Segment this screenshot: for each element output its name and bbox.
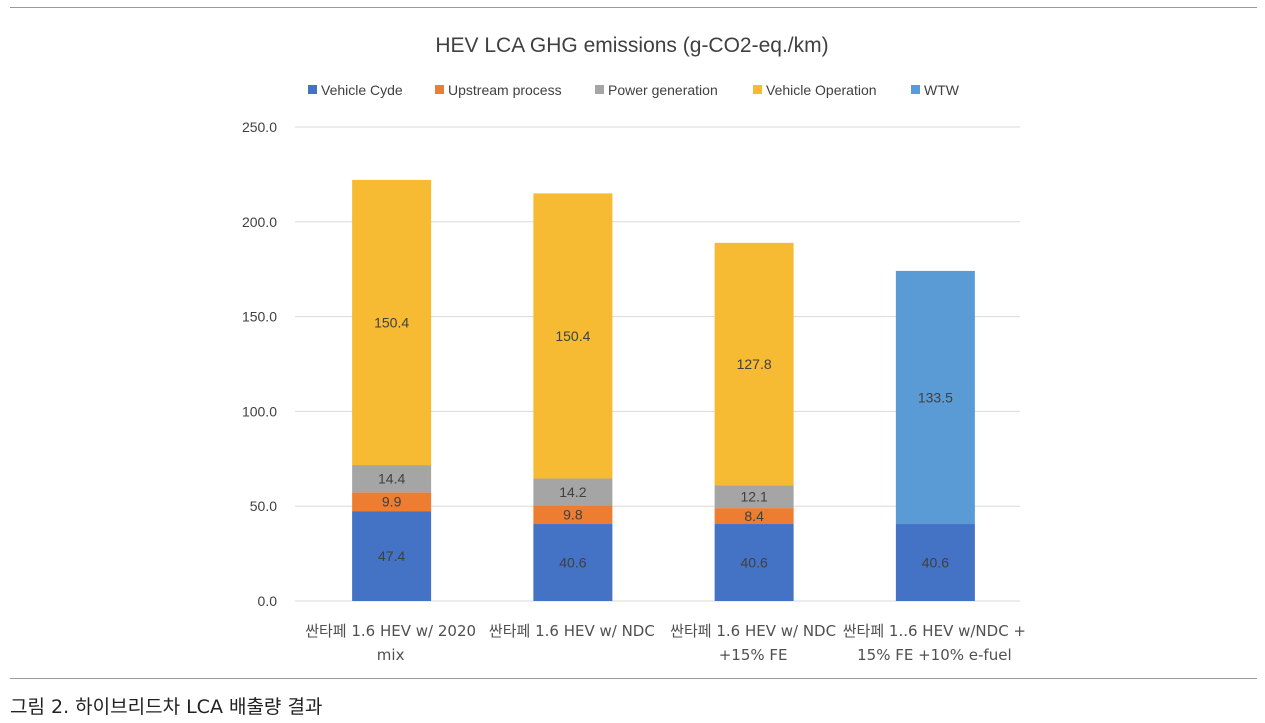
legend-label: Power generation: [608, 82, 718, 98]
x-tick-label: 싼타페 1.6 HEV w/ NDC: [489, 622, 655, 640]
data-label: 40.6: [559, 555, 586, 571]
data-label: 9.9: [382, 494, 402, 510]
legend-label: Vehicle Operation: [766, 82, 877, 98]
legend-swatch: [308, 85, 317, 94]
y-tick-label: 150.0: [242, 309, 277, 325]
y-tick-label: 200.0: [242, 214, 277, 230]
bar-segment: [714, 242, 794, 486]
x-tick-label: mix: [377, 646, 405, 664]
legend-label: WTW: [924, 82, 960, 98]
x-tick-label: +15% FE: [719, 646, 788, 664]
bar-segment: [352, 511, 432, 601]
y-tick-label: 100.0: [242, 403, 277, 419]
x-tick-label: 싼타페 1.6 HEV w/ NDC: [670, 622, 836, 640]
data-label: 150.4: [374, 314, 409, 330]
bar-segment: [714, 508, 794, 525]
bar-segment: [714, 485, 794, 509]
data-label: 14.4: [378, 471, 405, 487]
legend-swatch: [753, 85, 762, 94]
data-label: 40.6: [741, 555, 768, 571]
stacked-bar-chart: HEV LCA GHG emissions (g-CO2-eq./km) Vehi…: [242, 34, 1026, 664]
y-tick-label: 250.0: [242, 119, 277, 135]
legend-swatch: [911, 85, 920, 94]
bar-segment: [714, 524, 794, 601]
data-label: 40.6: [922, 555, 949, 571]
bar-segment: [895, 270, 975, 525]
legend-swatch: [435, 85, 444, 94]
bar-segment: [352, 465, 432, 493]
y-tick-label: 50.0: [250, 498, 277, 514]
data-label: 12.1: [741, 489, 768, 505]
data-label: 127.8: [737, 356, 772, 372]
figure-caption: 그림 2. 하이브리드차 LCA 배출량 결과: [10, 696, 323, 718]
top-rule: [10, 7, 1257, 8]
data-label: 133.5: [918, 389, 953, 405]
data-label: 9.8: [563, 507, 583, 523]
bar-segment: [352, 179, 432, 466]
data-label: 14.2: [559, 484, 586, 500]
bar-segment: [533, 524, 613, 601]
bottom-rule: [10, 678, 1257, 679]
bar-segment: [533, 193, 613, 479]
chart-title: HEV LCA GHG emissions (g-CO2-eq./km): [435, 34, 828, 57]
x-tick-label: 15% FE +10% e-fuel: [857, 646, 1011, 664]
x-tick-label: 싼타페 1..6 HEV w/NDC +: [843, 622, 1026, 640]
data-label: 47.4: [378, 548, 405, 564]
bar-segment: [533, 478, 613, 506]
bar-segment: [895, 524, 975, 601]
data-label: 8.4: [744, 508, 764, 524]
legend-label: Vehicle Cyde: [321, 82, 403, 98]
x-tick-label: 싼타페 1.6 HEV w/ 2020: [305, 622, 476, 640]
data-label: 150.4: [555, 328, 590, 344]
y-tick-label: 0.0: [258, 593, 278, 609]
bar-segment: [533, 505, 613, 525]
legend-swatch: [595, 85, 604, 94]
legend-label: Upstream process: [448, 82, 562, 98]
bar-segment: [352, 492, 432, 512]
